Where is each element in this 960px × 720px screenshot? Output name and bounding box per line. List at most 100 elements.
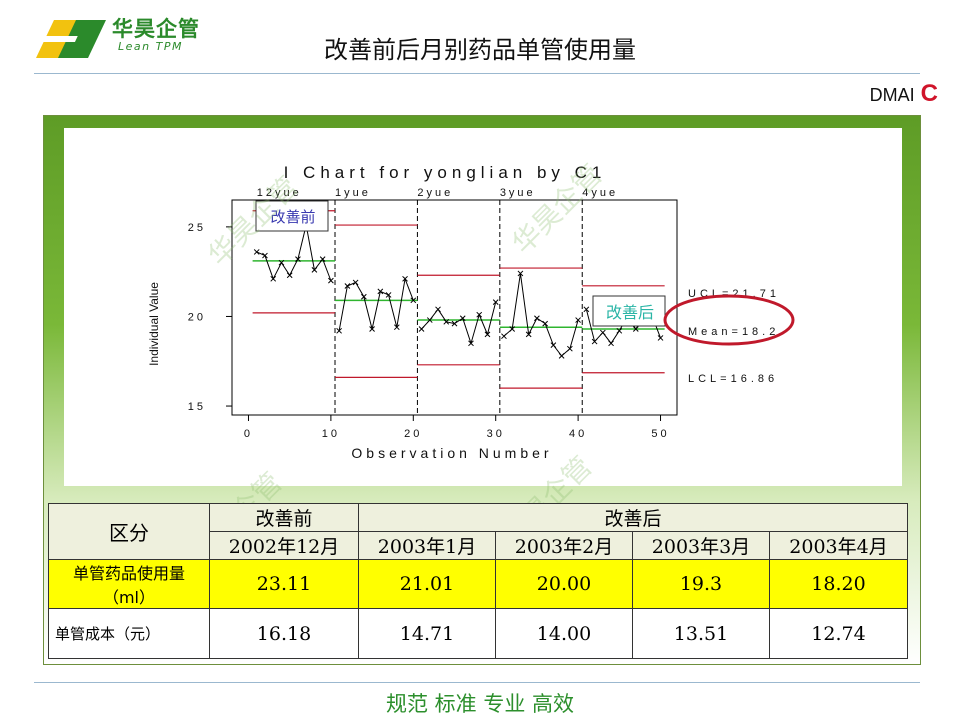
- logo-subtitle: Lean TPM: [118, 40, 183, 53]
- mean-label: Mean=18.2: [688, 326, 779, 338]
- phase-indicator: DMAI C: [870, 80, 938, 108]
- row-label-usage: 单管药品使用量（ml）: [48, 559, 210, 609]
- axes-layer: 0 10 20 30 40 50 15 20 25 12yue 1yue 2yue 3yue 4yue: [188, 187, 678, 440]
- data-point: [542, 320, 549, 327]
- data-point: [352, 279, 359, 286]
- y-tick-label: 25: [188, 222, 206, 234]
- x-tick-label: 40: [569, 428, 587, 440]
- table-cell: 21.01: [358, 559, 496, 609]
- data-point: [286, 272, 293, 279]
- data-point: [501, 333, 507, 340]
- after-header: 改善后: [358, 503, 908, 532]
- series-line: [503, 273, 579, 357]
- table-cell: 18.20: [769, 559, 908, 609]
- footer-divider: [34, 682, 920, 683]
- data-point: [262, 252, 268, 259]
- data-point: [575, 317, 581, 323]
- data-point: [492, 299, 499, 305]
- stage-label: 12yue: [257, 187, 302, 199]
- annotation-before-text: 改善前: [270, 208, 315, 226]
- data-point: [385, 292, 392, 298]
- table-cell: 19.3: [632, 559, 770, 609]
- chart-title: I Chart for yonglian by C1: [284, 163, 607, 182]
- data-point: [484, 331, 491, 338]
- data-point: [657, 335, 664, 341]
- data-point: [319, 256, 326, 262]
- data-point: [328, 277, 334, 284]
- phase-prefix: DMAI: [869, 85, 915, 105]
- data-point: [583, 306, 590, 313]
- logo-brand: 华昊企管: [112, 17, 200, 41]
- table-header-row: 区分 改善前 改善后: [48, 503, 908, 560]
- table-cell: 14.00: [495, 608, 633, 659]
- data-point: [567, 345, 573, 352]
- header-divider: [34, 73, 920, 74]
- highlight-ellipse: [663, 294, 795, 346]
- data-point: [616, 327, 623, 334]
- annotation-after: 改善后: [592, 295, 666, 327]
- data-point: [426, 317, 433, 323]
- x-tick-label: 20: [404, 428, 422, 440]
- page-title: 改善前后月别药品单管使用量: [324, 36, 636, 64]
- x-axis-label: Observation Number: [351, 445, 552, 461]
- data-point: [418, 326, 425, 332]
- data-point: [608, 340, 614, 347]
- data-point: [311, 267, 318, 273]
- x-tick-label: 0: [244, 428, 253, 440]
- data-point: [360, 293, 367, 300]
- data-point: [377, 288, 384, 295]
- series-line: [256, 224, 332, 281]
- x-tick-label: 30: [487, 428, 505, 440]
- stage-label: 1yue: [335, 187, 371, 199]
- series-line: [421, 302, 497, 346]
- region-header: 区分: [48, 503, 210, 560]
- before-header: 改善前: [209, 503, 359, 532]
- annotation-before: 改善前: [255, 200, 329, 232]
- data-point: [336, 327, 342, 334]
- data-point: [509, 326, 516, 332]
- data-point: [253, 249, 260, 255]
- stage-label: 4yue: [582, 187, 618, 199]
- month-header: 2003年2月: [495, 531, 633, 560]
- data-point: [550, 342, 557, 348]
- data-point: [599, 329, 606, 336]
- month-header: 2003年4月: [769, 531, 908, 560]
- data-point: [402, 275, 408, 282]
- table-cell: 23.11: [209, 559, 359, 609]
- stage-label: 2yue: [417, 187, 453, 199]
- company-logo: [32, 14, 244, 64]
- data-series-layer: [253, 222, 664, 359]
- data-point: [558, 353, 565, 359]
- data-point: [534, 315, 540, 322]
- comparison-table: 区分 改善前 改善后 2002年12月 2003年1月 2003年2月 2003…: [48, 503, 908, 659]
- month-header: 2002年12月: [209, 531, 359, 560]
- annotation-after-text: 改善后: [606, 303, 654, 322]
- y-tick-label: 20: [188, 311, 206, 323]
- y-axis-label: Individual Value: [147, 282, 161, 366]
- i-chart: 0 10 20 30 40 50 15 20 25 12yue 1yue 2yue 3yue 4yue I…: [147, 163, 795, 461]
- data-point: [468, 340, 474, 347]
- data-point: [295, 256, 301, 262]
- data-point: [443, 318, 450, 325]
- month-header: 2003年3月: [632, 531, 770, 560]
- data-point: [476, 311, 483, 318]
- data-point: [632, 326, 639, 332]
- data-point: [591, 338, 598, 345]
- data-point: [393, 324, 400, 331]
- table-cell: 14.71: [358, 608, 496, 659]
- table-cell: 20.00: [495, 559, 633, 609]
- table-cell: 16.18: [209, 608, 359, 659]
- stage-label: 3yue: [500, 187, 536, 199]
- x-tick-label: 10: [322, 428, 340, 440]
- table-row: 单管药品使用量（ml） 23.11 21.01 20.00 19.3 18.20: [48, 559, 908, 609]
- footer-slogan: 规范 标准 专业 高效: [385, 692, 575, 716]
- series-line: [338, 276, 414, 331]
- data-point: [270, 275, 277, 282]
- logo-mark: [34, 20, 106, 58]
- table-row: 单管成本（元） 16.18 14.71 14.00 13.51 12.74: [48, 608, 908, 659]
- data-point: [344, 283, 351, 289]
- row-label-cost: 单管成本（元）: [48, 608, 210, 659]
- phase-active: C: [920, 80, 938, 107]
- data-point: [459, 315, 466, 322]
- data-point: [451, 320, 458, 327]
